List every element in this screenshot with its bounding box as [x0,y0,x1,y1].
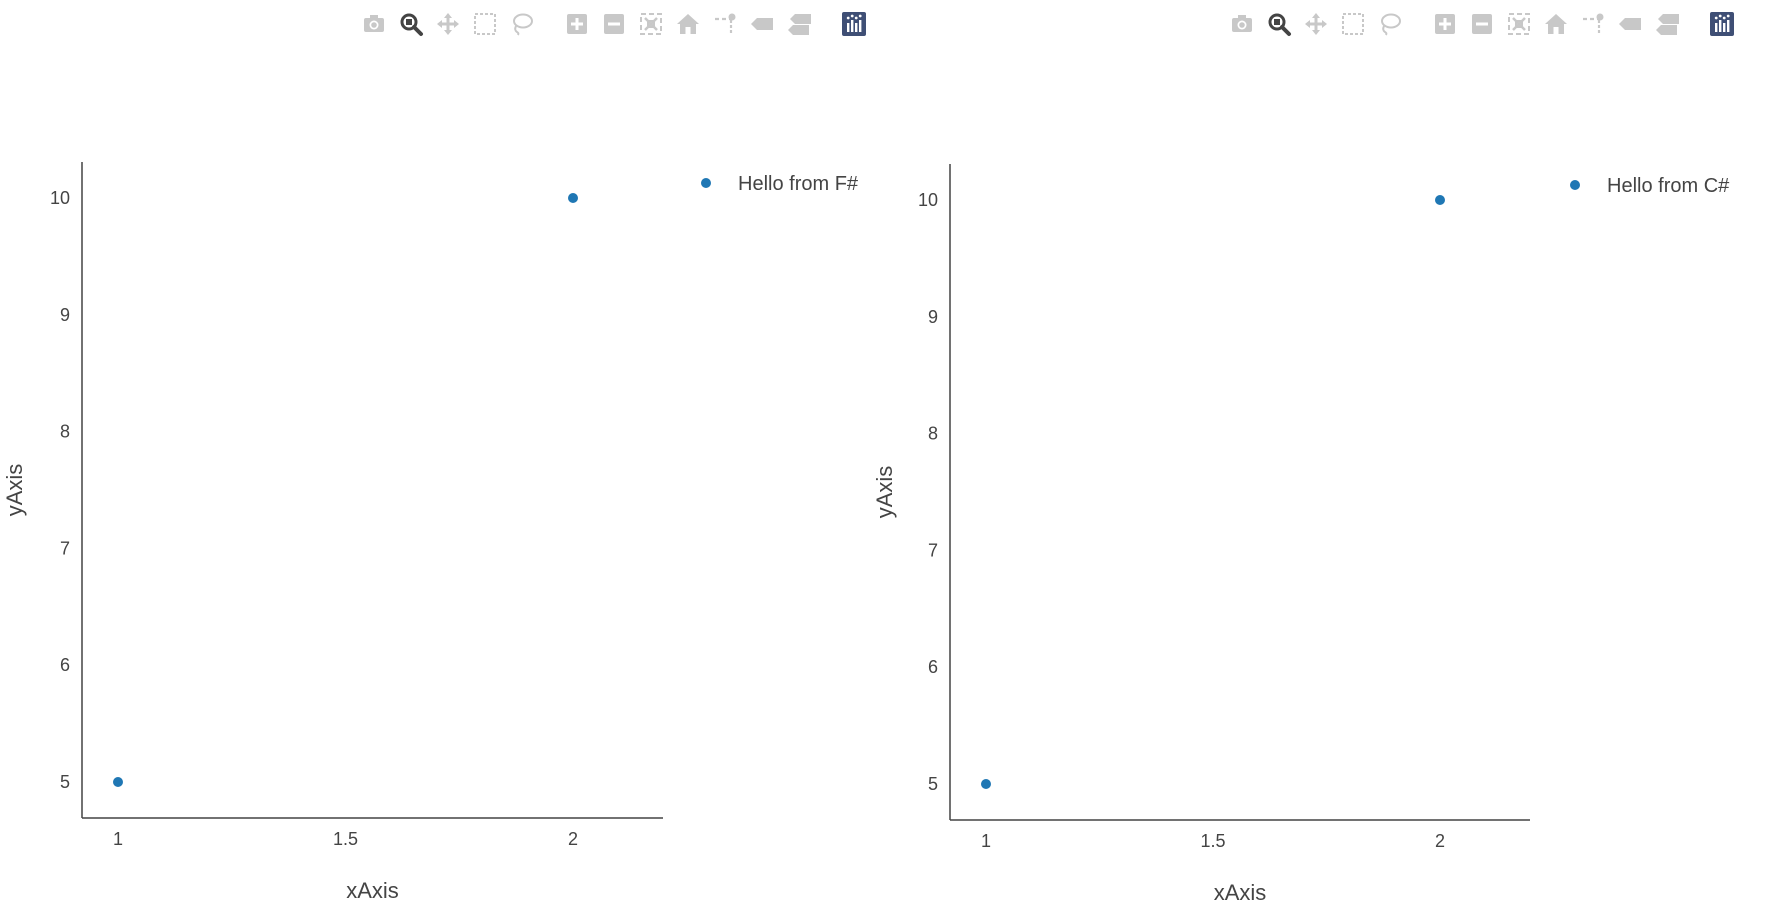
lasso-select-button[interactable] [1371,6,1408,42]
x-tick-label: 2 [1435,831,1445,851]
y-tick-label: 7 [60,538,70,558]
modebar-group [558,6,817,42]
hover-compare-icon [787,14,811,35]
zoom-out-icon [1471,14,1492,34]
box-select-button[interactable] [1334,6,1371,42]
spikelines-button[interactable] [1574,6,1611,42]
scatter-point[interactable] [981,779,991,789]
right-modebar [1223,6,1758,42]
pan-icon [436,13,459,35]
legend-label[interactable]: Hello from F# [738,173,859,195]
autoscale-icon [1507,13,1530,35]
y-axis-title: yAxis [872,466,897,519]
legend-marker[interactable] [701,178,711,188]
y-tick-label: 10 [50,188,70,208]
y-tick-label: 5 [928,774,938,794]
left-chart-panel: 1 1.5 2 5 6 7 8 9 10 xAxis yAxis Hello from F# [0,0,870,909]
zoom-button[interactable] [392,6,429,42]
y-tick-label: 8 [60,422,70,442]
home-button[interactable] [1537,6,1574,42]
zoom-out-button[interactable] [595,6,632,42]
hover-closest-icon [750,18,773,30]
home-button[interactable] [669,6,706,42]
modebar-group [1703,6,1740,42]
home-icon [676,14,699,34]
x-tick-label: 1.5 [1200,831,1225,851]
hover-closest-button[interactable] [1611,6,1648,42]
lasso-select-icon [512,13,533,36]
hover-compare-button[interactable] [780,6,817,42]
modebar-group [1223,6,1408,42]
zoom-out-icon [603,14,624,34]
autoscale-button[interactable] [1500,6,1537,42]
x-tick-label: 1 [981,831,991,851]
zoom-icon [1268,13,1291,36]
autoscale-button[interactable] [632,6,669,42]
camera-button[interactable] [1223,6,1260,42]
camera-button[interactable] [355,6,392,42]
pan-icon [1304,13,1327,35]
plotly-logo-button[interactable] [835,6,872,42]
camera-icon [363,15,384,32]
y-tick-label: 7 [928,540,938,560]
hover-compare-icon [1655,14,1679,35]
y-tick-label: 6 [60,655,70,675]
zoom-in-icon [1434,14,1455,34]
zoom-out-button[interactable] [1463,6,1500,42]
home-icon [1544,14,1567,34]
box-select-icon [1341,13,1364,35]
y-tick-label: 10 [918,190,938,210]
camera-icon [1231,15,1252,32]
y-axis-title: yAxis [2,464,27,517]
y-tick-label: 9 [60,305,70,325]
plotly-logo-button[interactable] [1703,6,1740,42]
left-scatter-chart[interactable]: 1 1.5 2 5 6 7 8 9 10 xAxis yAxis Hello from F# [0,0,870,909]
scatter-point[interactable] [1435,195,1445,205]
spikelines-icon [714,13,735,33]
plotly-logo-icon [1709,12,1734,36]
y-tick-label: 6 [928,657,938,677]
modebar-group [835,6,872,42]
zoom-in-icon [566,14,587,34]
zoom-icon [400,13,423,36]
pan-button[interactable] [1297,6,1334,42]
hover-closest-icon [1618,18,1641,30]
hover-compare-button[interactable] [1648,6,1685,42]
spikelines-icon [1582,13,1603,33]
spikelines-button[interactable] [706,6,743,42]
right-scatter-chart[interactable]: 1 1.5 2 5 6 7 8 9 10 xAxis yAxis Hello from C# [870,0,1765,909]
scatter-point[interactable] [568,193,578,203]
legend-label[interactable]: Hello from C# [1607,175,1730,197]
x-axis-title: xAxis [346,878,399,903]
x-tick-label: 1 [113,829,123,849]
x-tick-label: 2 [568,829,578,849]
x-tick-label: 1.5 [333,829,358,849]
zoom-in-button[interactable] [558,6,595,42]
box-select-icon [473,13,496,35]
x-axis-title: xAxis [1214,880,1267,905]
y-tick-label: 5 [60,772,70,792]
box-select-button[interactable] [466,6,503,42]
autoscale-icon [639,13,662,35]
scatter-point[interactable] [113,777,123,787]
right-chart-panel: 1 1.5 2 5 6 7 8 9 10 xAxis yAxis Hello from C# [870,0,1765,909]
y-tick-label: 9 [928,307,938,327]
lasso-select-icon [1380,13,1401,36]
y-tick-label: 8 [928,424,938,444]
lasso-select-button[interactable] [503,6,540,42]
zoom-in-button[interactable] [1426,6,1463,42]
left-modebar [355,6,890,42]
zoom-button[interactable] [1260,6,1297,42]
modebar-group [355,6,540,42]
legend-marker[interactable] [1570,180,1580,190]
modebar-group [1426,6,1685,42]
pan-button[interactable] [429,6,466,42]
hover-closest-button[interactable] [743,6,780,42]
plotly-logo-icon [841,12,866,36]
